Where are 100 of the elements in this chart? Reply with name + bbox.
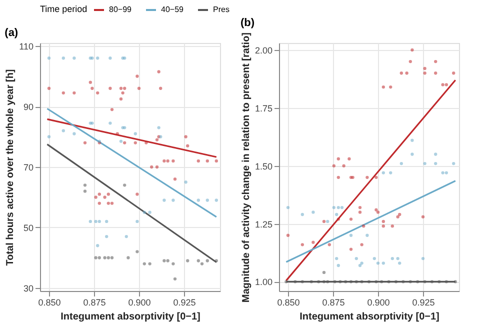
point [142, 262, 146, 266]
point [421, 215, 425, 218]
point [62, 91, 65, 94]
point [349, 218, 353, 221]
point [184, 180, 188, 184]
point [430, 280, 434, 284]
point [108, 56, 112, 60]
point [389, 85, 392, 89]
point [136, 250, 139, 254]
point [402, 280, 405, 284]
point [88, 220, 92, 224]
point [166, 259, 170, 262]
point [206, 198, 209, 202]
point [103, 196, 106, 199]
legend-label: 40−59 [161, 5, 184, 14]
point [408, 60, 412, 64]
point [398, 262, 402, 265]
point [322, 220, 326, 224]
point [367, 280, 371, 284]
point [390, 224, 394, 228]
point [155, 165, 159, 169]
point [96, 56, 100, 60]
point [382, 171, 385, 174]
point [335, 212, 338, 216]
point [294, 280, 297, 284]
point [444, 280, 448, 284]
point [119, 140, 123, 143]
point [410, 152, 414, 156]
point [421, 256, 425, 260]
point [98, 202, 101, 205]
point [126, 256, 130, 260]
point [358, 206, 362, 210]
point [137, 86, 141, 90]
point [157, 70, 160, 74]
point [200, 262, 204, 266]
point [110, 202, 114, 205]
point [83, 184, 87, 187]
point [438, 280, 441, 284]
point [173, 178, 177, 181]
point [206, 159, 209, 163]
point [396, 256, 400, 260]
y-tick-label: 1.75 [254, 103, 272, 114]
point [300, 280, 304, 284]
point [62, 56, 65, 60]
y-axis-title: Magnitude of activity change in relation to present [ratio] [240, 32, 252, 303]
point [184, 135, 188, 138]
point [105, 234, 108, 238]
point [322, 280, 326, 284]
point [400, 162, 403, 166]
point [389, 171, 392, 174]
point [83, 190, 87, 193]
point [336, 218, 340, 221]
point [162, 198, 166, 202]
point [94, 196, 98, 199]
point [142, 210, 146, 214]
point [360, 262, 364, 265]
point [382, 262, 385, 265]
point [150, 165, 154, 169]
point [110, 256, 114, 260]
point [196, 259, 200, 262]
point [172, 198, 175, 202]
y-tick-label: 70 [23, 162, 34, 172]
point [317, 280, 320, 284]
x-tick-label: 0.850 [277, 298, 300, 308]
point [94, 220, 98, 224]
point [106, 202, 110, 205]
point [326, 280, 330, 284]
point [349, 280, 353, 284]
point [98, 192, 101, 196]
point [326, 220, 330, 224]
point [332, 164, 336, 168]
point [83, 141, 87, 144]
point [366, 234, 369, 237]
point [374, 280, 378, 284]
point [372, 256, 376, 260]
point [119, 97, 123, 101]
point [376, 210, 380, 214]
point [196, 198, 200, 202]
point [312, 210, 315, 214]
y-tick-label: 1.25 [254, 219, 272, 230]
point [47, 135, 51, 138]
y-tick-label: 110 [19, 42, 34, 52]
point [136, 192, 139, 196]
point [47, 86, 51, 90]
point [123, 184, 126, 187]
point [284, 280, 288, 284]
point [121, 91, 124, 94]
point [335, 256, 338, 260]
point [394, 280, 398, 284]
point [322, 270, 326, 274]
point [444, 171, 448, 174]
point [173, 277, 177, 280]
point [119, 86, 123, 90]
point [376, 262, 380, 265]
point [382, 85, 385, 89]
point [90, 86, 94, 90]
point [328, 243, 331, 246]
point [360, 280, 364, 284]
point [155, 138, 159, 142]
point [434, 162, 438, 166]
